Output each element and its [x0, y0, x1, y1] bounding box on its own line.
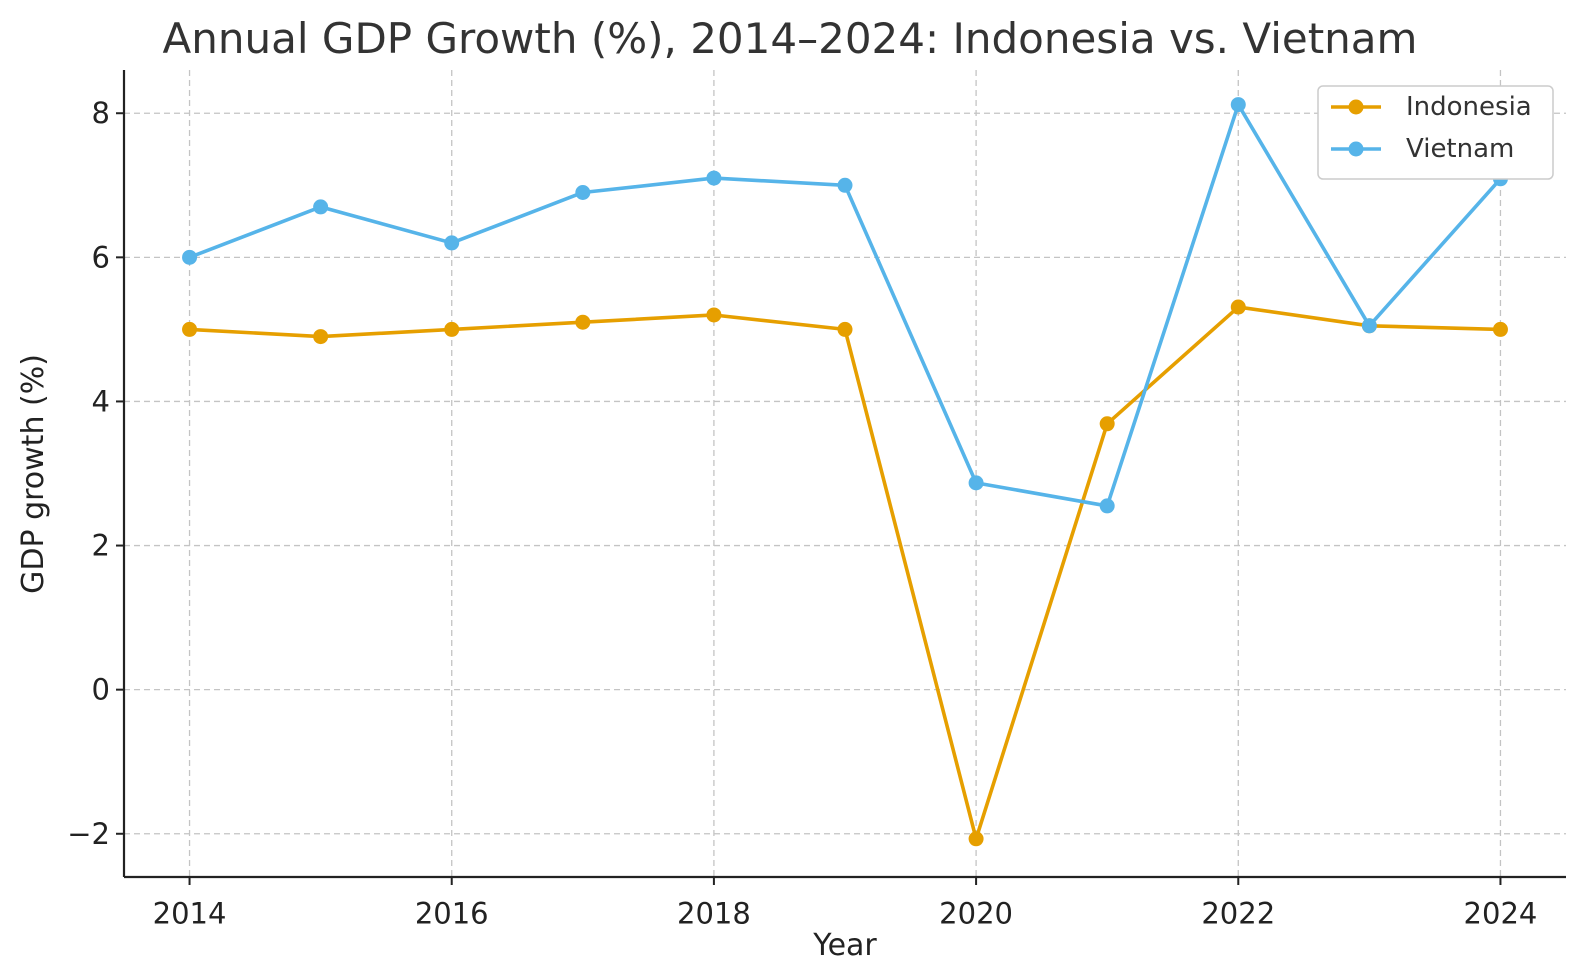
indonesia-point	[444, 321, 460, 337]
vietnam-point	[706, 170, 722, 186]
vietnam-point	[182, 249, 198, 265]
indonesia-point	[575, 314, 591, 330]
x-tick-label: 2020	[939, 897, 1013, 931]
legend-box	[1317, 85, 1554, 180]
vietnam-point	[444, 235, 460, 251]
indonesia-line	[187, 305, 1503, 841]
legend-vietnam-label: Vietnam	[1406, 134, 1514, 164]
x-tick-label: 2022	[1201, 897, 1275, 931]
vietnam-point	[313, 199, 329, 215]
series-indonesia	[182, 299, 1508, 847]
vietnam-point	[968, 475, 984, 491]
series-vietnam	[182, 97, 1508, 514]
vietnam-point	[837, 177, 853, 193]
legend-indonesia-label: Indonesia	[1406, 92, 1532, 122]
y-tick-label: 6	[92, 240, 110, 274]
y-axis-label: GDP growth (%)	[16, 354, 51, 594]
axes	[122, 70, 1566, 879]
indonesia-point	[1099, 416, 1115, 432]
x-tick-label: 2014	[153, 897, 227, 931]
vietnam-point	[1099, 498, 1115, 514]
y-tick-label: 4	[92, 384, 110, 418]
plot-series	[182, 97, 1508, 847]
x-tick-label: 2018	[677, 897, 751, 931]
chart-title: Annual GDP Growth (%), 2014–2024: Indone…	[163, 14, 1418, 63]
indonesia-point	[1492, 321, 1508, 337]
legend-indonesia-marker	[1348, 99, 1364, 115]
y-tick-label: −2	[67, 817, 110, 851]
indonesia-point	[313, 329, 329, 345]
y-tick-label: 0	[92, 673, 110, 707]
legend: Indonesia Vietnam	[1317, 85, 1554, 180]
indonesia-point	[706, 307, 722, 323]
vietnam-point	[1230, 97, 1246, 113]
indonesia-point	[837, 321, 853, 337]
x-axis-ticks: 2014 2016 2018 2020 2022 2024	[153, 877, 1538, 931]
gridlines	[124, 70, 1566, 877]
y-axis-ticks: −2 0 2 4 6 8	[67, 96, 124, 851]
x-tick-label: 2016	[415, 897, 489, 931]
indonesia-point	[182, 321, 198, 337]
indonesia-point	[1230, 299, 1246, 315]
indonesia-point	[968, 831, 984, 847]
vietnam-point	[1361, 318, 1377, 334]
y-tick-label: 8	[92, 96, 110, 130]
vietnam-point	[575, 184, 591, 200]
y-tick-label: 2	[92, 529, 110, 563]
legend-vietnam-marker	[1348, 141, 1364, 157]
x-axis-label: Year	[812, 928, 877, 963]
x-tick-label: 2024	[1464, 897, 1538, 931]
vietnam-line	[187, 102, 1503, 508]
